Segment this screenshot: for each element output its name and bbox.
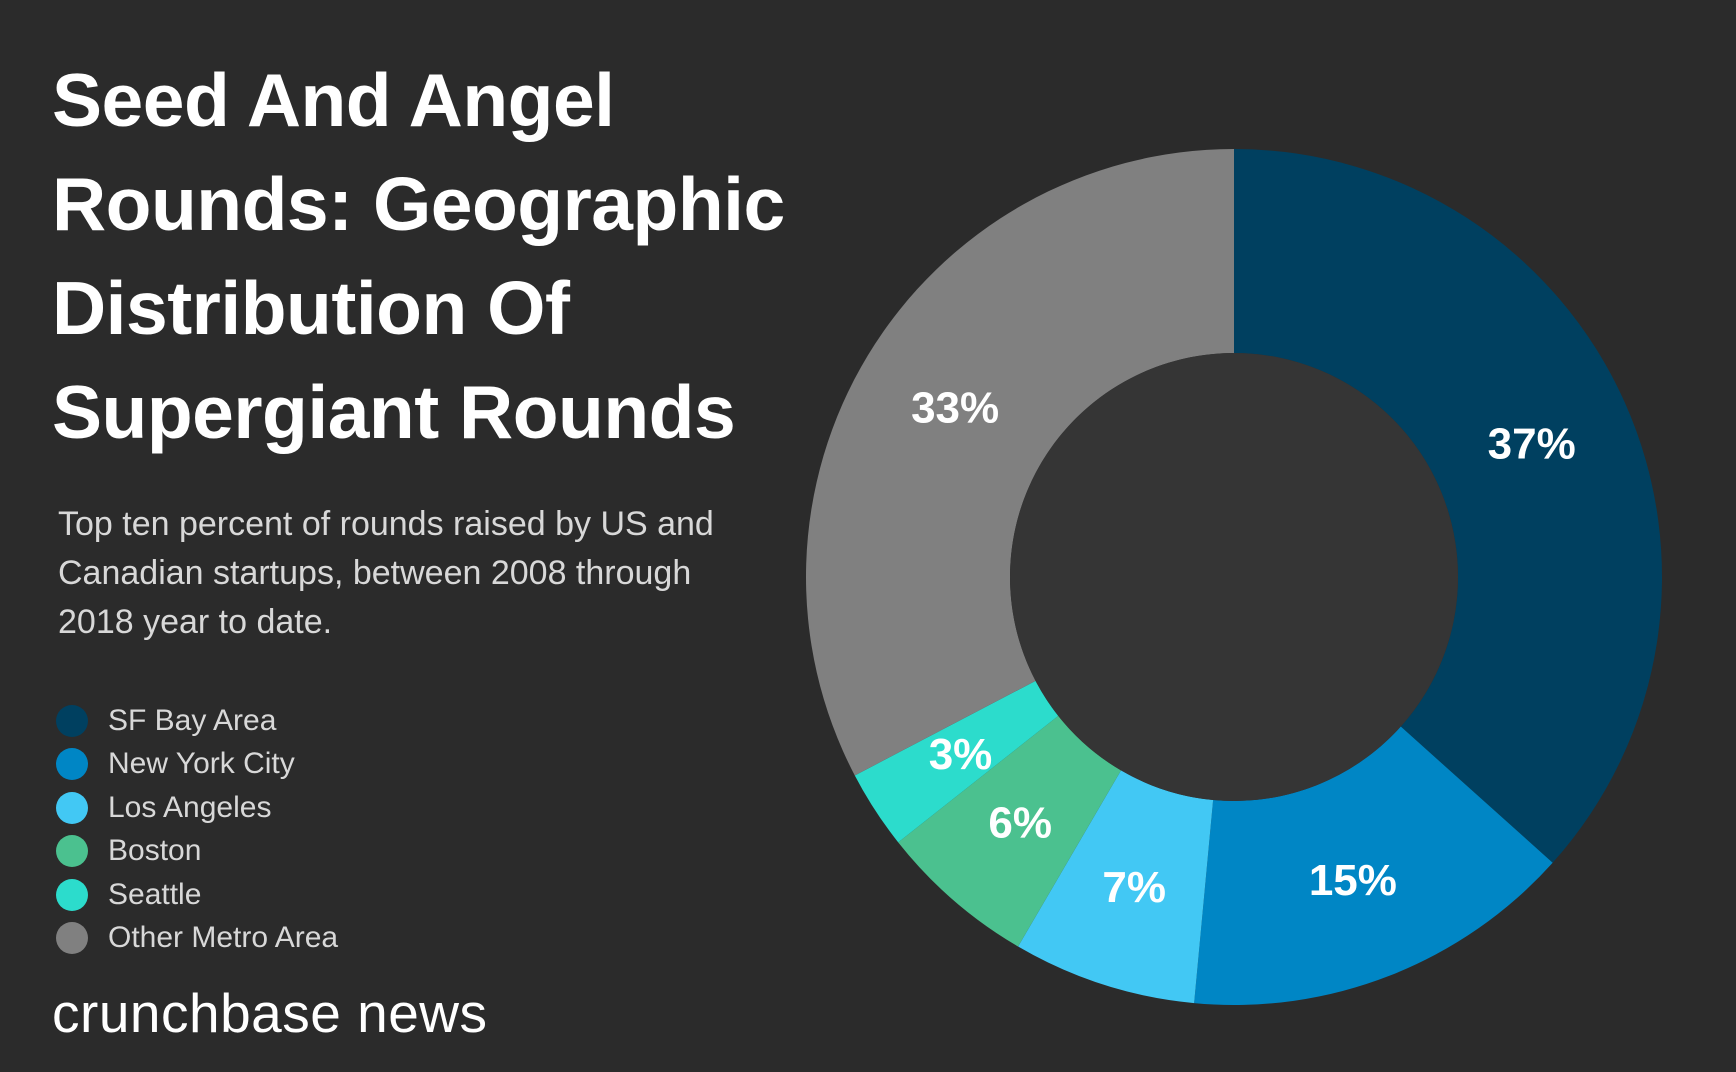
crunchbase-news-logo: crunchbase news — [52, 982, 488, 1044]
legend-swatch — [56, 878, 88, 911]
slice-boston — [898, 715, 1121, 947]
slice-label-other-metro-area: 33% — [911, 384, 999, 433]
legend-item-sf-bay-area: SF Bay Area — [56, 699, 338, 743]
legend: SF Bay Area New York City Los Angeles Bosto… — [56, 699, 338, 960]
legend-swatch — [56, 748, 88, 781]
legend-label: Boston — [108, 834, 202, 868]
donut-hole — [1010, 353, 1458, 801]
slice-seattle — [854, 680, 1059, 843]
legend-item-seattle: Seattle — [56, 873, 338, 917]
legend-label: New York City — [108, 747, 295, 781]
slice-los-angeles — [1018, 770, 1214, 1004]
slice-sf-bay-area — [1234, 149, 1662, 863]
legend-swatch — [56, 791, 88, 824]
legend-label: Seattle — [108, 877, 202, 911]
slice-label-sf-bay-area: 37% — [1488, 420, 1576, 469]
legend-item-new-york-city: New York City — [56, 743, 338, 787]
slice-label-los-angeles: 7% — [1102, 863, 1166, 912]
legend-label: Other Metro Area — [108, 921, 339, 955]
legend-label: SF Bay Area — [108, 703, 277, 737]
legend-item-boston: Boston — [56, 830, 338, 874]
slice-label-new-york-city: 15% — [1309, 856, 1397, 905]
chart-title: Seed And Angel Rounds: Geographic Distri… — [52, 58, 785, 454]
legend-item-other-metro-area: Other Metro Area — [56, 917, 338, 961]
legend-label: Los Angeles — [108, 790, 272, 824]
chart-subtitle: Top ten percent of rounds raised by US a… — [58, 505, 714, 641]
slice-new-york-city — [1194, 726, 1553, 1005]
slice-label-boston: 6% — [988, 799, 1052, 848]
slice-label-seattle: 3% — [929, 730, 993, 779]
slice-other-metro-area — [806, 149, 1234, 776]
legend-swatch — [56, 704, 88, 737]
legend-swatch — [56, 835, 88, 868]
legend-item-los-angeles: Los Angeles — [56, 786, 338, 830]
legend-swatch — [56, 922, 88, 955]
